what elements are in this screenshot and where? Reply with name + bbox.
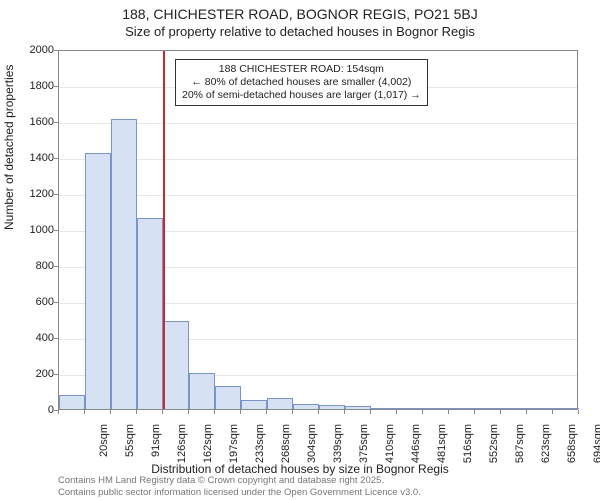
histogram-bar — [527, 408, 553, 409]
x-tick-mark — [214, 410, 215, 414]
y-tick-mark — [54, 338, 58, 339]
histogram-bar — [319, 405, 345, 410]
footer-line-2: Contains public sector information licen… — [58, 487, 421, 498]
histogram-bar — [371, 408, 397, 409]
x-tick-mark — [526, 410, 527, 414]
histogram-bar — [449, 408, 475, 409]
x-tick-mark — [578, 410, 579, 414]
x-tick-mark — [84, 410, 85, 414]
x-tick-mark — [318, 410, 319, 414]
x-tick-mark — [240, 410, 241, 414]
histogram-bar — [189, 373, 215, 409]
histogram-bar — [59, 395, 85, 409]
y-tick-mark — [54, 230, 58, 231]
x-tick-mark — [188, 410, 189, 414]
x-tick-mark — [136, 410, 137, 414]
y-tick-mark — [54, 266, 58, 267]
x-tick-mark — [58, 410, 59, 414]
x-tick-mark — [396, 410, 397, 414]
x-tick-mark — [292, 410, 293, 414]
histogram-bar — [397, 408, 423, 409]
x-tick-mark — [474, 410, 475, 414]
histogram-bar — [215, 386, 241, 409]
y-tick-label: 2000 — [14, 44, 54, 56]
histogram-bar — [293, 404, 319, 409]
histogram-bar — [267, 398, 293, 409]
y-tick-label: 800 — [14, 260, 54, 272]
title-block: 188, CHICHESTER ROAD, BOGNOR REGIS, PO21… — [0, 0, 600, 39]
y-tick-mark — [54, 50, 58, 51]
histogram-bar — [137, 218, 163, 409]
x-tick-mark — [370, 410, 371, 414]
x-tick-mark — [422, 410, 423, 414]
annotation-line: 188 CHICHESTER ROAD: 154sqm — [182, 63, 421, 76]
y-tick-mark — [54, 374, 58, 375]
reference-line — [163, 51, 165, 409]
x-tick-mark — [266, 410, 267, 414]
x-tick-mark — [162, 410, 163, 414]
y-tick-label: 1400 — [14, 152, 54, 164]
page-subtitle: Size of property relative to detached ho… — [0, 24, 600, 39]
y-tick-label: 200 — [14, 368, 54, 380]
histogram-bar — [501, 408, 527, 409]
histogram-bar — [423, 408, 449, 409]
y-tick-mark — [54, 86, 58, 87]
plot-region: 188 CHICHESTER ROAD: 154sqm← 80% of deta… — [59, 51, 577, 409]
y-tick-mark — [54, 194, 58, 195]
y-tick-label: 1800 — [14, 80, 54, 92]
annotation-line: 20% of semi-detached houses are larger (… — [182, 89, 421, 102]
histogram-bar — [553, 408, 579, 409]
y-tick-label: 1200 — [14, 188, 54, 200]
annotation-callout: 188 CHICHESTER ROAD: 154sqm← 80% of deta… — [175, 59, 428, 106]
page-title: 188, CHICHESTER ROAD, BOGNOR REGIS, PO21… — [0, 6, 600, 22]
histogram-bar — [475, 408, 501, 409]
attribution-footer: Contains HM Land Registry data © Crown c… — [58, 475, 421, 498]
histogram-bar — [85, 153, 111, 409]
y-tick-label: 400 — [14, 332, 54, 344]
x-tick-mark — [448, 410, 449, 414]
histogram-bar — [163, 321, 189, 409]
histogram-bar — [345, 406, 371, 409]
y-tick-label: 1000 — [14, 224, 54, 236]
footer-line-1: Contains HM Land Registry data © Crown c… — [58, 475, 421, 486]
x-axis-title: Distribution of detached houses by size … — [0, 462, 600, 476]
y-tick-mark — [54, 158, 58, 159]
histogram-bar — [111, 119, 137, 409]
y-tick-mark — [54, 122, 58, 123]
histogram-chart: 188 CHICHESTER ROAD: 154sqm← 80% of deta… — [58, 50, 578, 410]
y-tick-label: 600 — [14, 296, 54, 308]
histogram-bar — [241, 400, 267, 409]
x-tick-mark — [500, 410, 501, 414]
x-tick-mark — [344, 410, 345, 414]
x-tick-mark — [110, 410, 111, 414]
x-tick-mark — [552, 410, 553, 414]
y-tick-label: 1600 — [14, 116, 54, 128]
y-tick-label: 0 — [14, 404, 54, 416]
annotation-line: ← 80% of detached houses are smaller (4,… — [182, 76, 421, 89]
y-tick-mark — [54, 302, 58, 303]
